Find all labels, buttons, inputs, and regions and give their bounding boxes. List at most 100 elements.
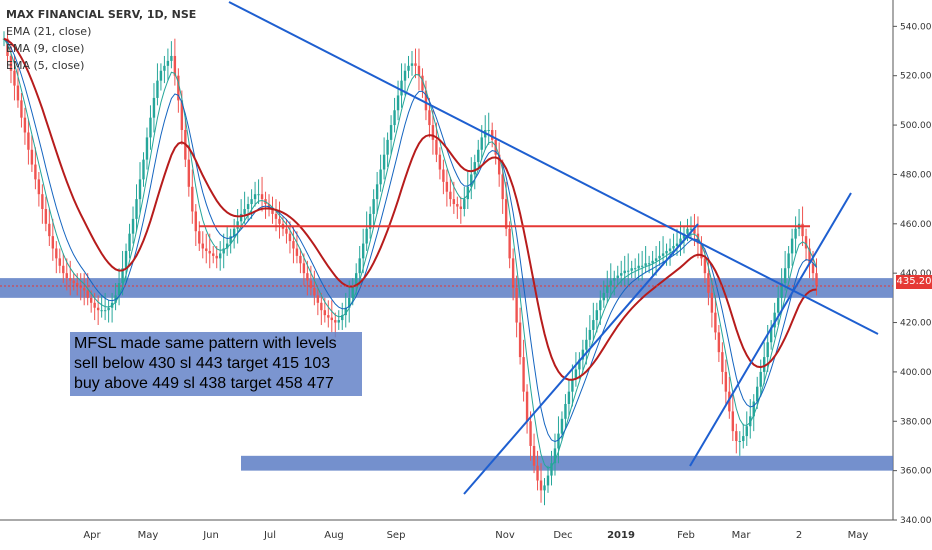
candle-body (522, 357, 525, 392)
candle-body (801, 223, 804, 237)
candle-body (205, 248, 208, 251)
candle-body (794, 228, 797, 239)
candle-body (595, 310, 599, 321)
ema21-label: EMA (21, close) (6, 25, 92, 38)
candle-body (421, 75, 424, 91)
candle-body (721, 352, 724, 372)
candle-body (170, 55, 173, 61)
candle-body (623, 270, 626, 274)
candle-body (815, 273, 818, 286)
x-tick-label: Jun (202, 530, 219, 541)
candle-body (239, 213, 243, 222)
candle-body (613, 278, 616, 281)
candle-body (30, 149, 34, 165)
x-tick-label: Jul (263, 530, 276, 541)
candle-body (23, 117, 27, 133)
candle-body (100, 310, 103, 312)
candle-body (403, 70, 407, 81)
candle-body (274, 213, 278, 219)
candle-body (790, 238, 794, 254)
candle-body (651, 260, 654, 264)
candle-body (749, 416, 752, 427)
candle-body (257, 194, 260, 196)
candle-body (48, 223, 51, 237)
candle-body (578, 359, 581, 370)
candle-body (459, 206, 463, 209)
candle-body (163, 65, 166, 71)
candle-body (27, 132, 30, 150)
candle-body (620, 273, 623, 276)
candle-body (644, 263, 647, 266)
candle-body (627, 270, 630, 272)
y-tick-label: 440.00 (900, 269, 932, 279)
candle-body (271, 208, 274, 214)
candle-body (728, 391, 731, 412)
candle-body (180, 100, 184, 131)
x-tick-label: 2019 (607, 530, 635, 541)
candle-body (389, 125, 393, 140)
candle-body (703, 258, 707, 274)
candle-body (128, 233, 131, 251)
candle-body (72, 280, 75, 284)
candle-body (131, 218, 135, 234)
x-tick-label: Apr (83, 530, 101, 541)
candle-body (306, 273, 309, 281)
x-tick-label: Dec (553, 530, 572, 541)
candle-body (759, 371, 762, 387)
candle-body (564, 403, 567, 419)
candle-body (776, 297, 780, 313)
candle-body (407, 65, 410, 71)
x-tick-label: Aug (324, 530, 344, 541)
candle-body (222, 248, 225, 254)
candle-body (742, 436, 745, 442)
candle-body (442, 169, 445, 182)
candle-body (382, 154, 386, 170)
candle-body (546, 475, 550, 486)
candle-body (44, 208, 48, 224)
candle-body (323, 310, 327, 316)
candle-body (428, 110, 431, 126)
candle-body (560, 418, 564, 434)
candle-body (320, 302, 323, 311)
candle-body (550, 463, 553, 476)
candle-body (665, 250, 668, 254)
candle-body (661, 253, 665, 256)
candle-body (187, 159, 191, 187)
candle-body (34, 164, 37, 180)
y-tick-label: 520.00 (900, 72, 932, 82)
candle-body (243, 208, 246, 214)
candle-body (145, 137, 149, 160)
candle-body (76, 283, 79, 286)
candle-body (693, 228, 696, 234)
candle-body (602, 292, 605, 301)
candle-body (766, 342, 769, 358)
candle-body (107, 307, 110, 311)
candle-body (424, 90, 428, 111)
candle-body (260, 194, 264, 200)
candle-body (630, 268, 633, 271)
candle-body (198, 231, 201, 244)
candle-body (219, 253, 222, 259)
ema5-label: EMA (5, close) (6, 59, 85, 72)
y-tick-label: 460.00 (900, 220, 932, 230)
candle-body (463, 199, 466, 209)
descending-trendline (228, 1, 879, 335)
candle-body (511, 258, 515, 288)
candle-body (225, 243, 229, 249)
candle-body (41, 194, 44, 209)
candle-body (414, 63, 417, 66)
candle-body (299, 255, 302, 264)
candle-body (675, 243, 679, 247)
candle-body (159, 70, 163, 81)
candle-body (334, 320, 337, 323)
candle-body (654, 258, 658, 261)
x-tick-label: May (848, 530, 869, 541)
candle-body (16, 85, 20, 101)
candle-body (79, 285, 82, 288)
candle-body (250, 199, 253, 205)
candle-body (466, 186, 469, 200)
candle-body (616, 275, 619, 279)
candle-body (173, 55, 177, 76)
candle-body (686, 228, 689, 234)
